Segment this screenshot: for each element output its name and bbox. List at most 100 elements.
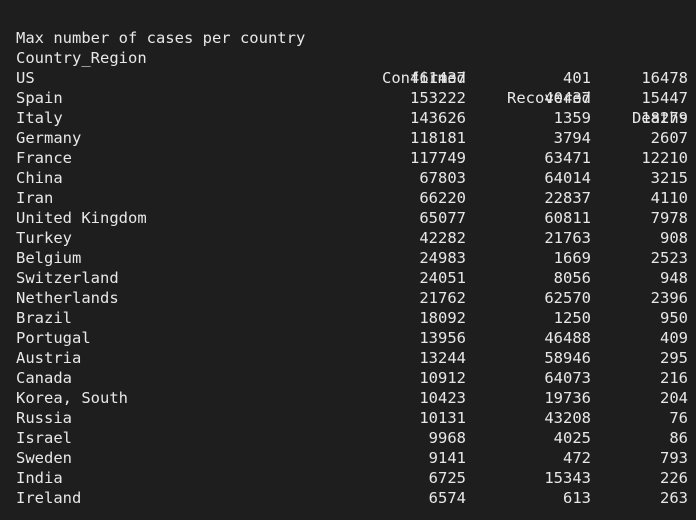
cell-confirmed: 13956	[419, 329, 466, 347]
table-row: China 67803 64014 3215	[16, 168, 688, 188]
cell-recovered: 613	[563, 489, 591, 507]
cell-country: Netherlands	[16, 289, 119, 307]
cell-deaths: 18279	[641, 109, 688, 127]
cell-confirmed: 118181	[410, 129, 466, 147]
cell-deaths: 295	[660, 349, 688, 367]
column-header-recovered: Recovered	[507, 89, 591, 107]
table-row: Germany 118181 3794 2607	[16, 128, 688, 148]
cell-recovered: 46488	[544, 329, 591, 347]
cell-confirmed: 24051	[419, 269, 466, 287]
cell-deaths: 7978	[650, 209, 688, 227]
cell-country: Israel	[16, 429, 72, 447]
cell-deaths: 226	[660, 469, 688, 487]
cell-country: United Kingdom	[16, 209, 147, 227]
cell-recovered: 43208	[544, 409, 591, 427]
cell-deaths: 16478	[641, 69, 688, 87]
cell-country: France	[16, 149, 72, 167]
cell-recovered: 401	[563, 69, 591, 87]
table-row: Switzerland 24051 8056 948	[16, 268, 688, 288]
cell-confirmed: 65077	[419, 209, 466, 227]
cell-recovered: 3794	[553, 129, 591, 147]
cell-country: Turkey	[16, 229, 72, 247]
cell-recovered: 15343	[544, 469, 591, 487]
table-row: US 461437 401 16478	[16, 68, 688, 88]
table-row: Austria 13244 58946 295	[16, 348, 688, 368]
cell-recovered: 63471	[544, 149, 591, 167]
table-row: Canada 10912 64073 216	[16, 368, 688, 388]
cell-deaths: 948	[660, 269, 688, 287]
cell-deaths: 2607	[650, 129, 688, 147]
cell-confirmed: 66220	[419, 189, 466, 207]
cell-country: Belgium	[16, 249, 82, 267]
cell-confirmed: 143626	[410, 109, 466, 127]
cell-country: Korea, South	[16, 389, 128, 407]
cell-recovered: 62570	[544, 289, 591, 307]
cell-recovered: 4025	[553, 429, 591, 447]
cell-deaths: 908	[660, 229, 688, 247]
cell-deaths: 3215	[650, 169, 688, 187]
cell-recovered: 472	[563, 449, 591, 467]
cell-deaths: 409	[660, 329, 688, 347]
table-row: Brazil 18092 1250 950	[16, 308, 688, 328]
header-separator: -------------------------------- -------…	[16, 48, 688, 68]
cell-country: Germany	[16, 129, 82, 147]
cell-deaths: 86	[669, 429, 688, 447]
output-title: Max number of cases per country	[16, 8, 688, 47]
cell-confirmed: 6574	[428, 489, 466, 507]
cell-deaths: 2523	[650, 249, 688, 267]
cell-recovered: 40437	[544, 89, 591, 107]
table-row: Ireland 6574 613 263	[16, 488, 688, 508]
title-text: Max number of cases per country	[16, 29, 306, 47]
cell-deaths: 15447	[641, 89, 688, 107]
cell-recovered: 60811	[544, 209, 591, 227]
table-row: Portugal 13956 46488 409	[16, 328, 688, 348]
cell-confirmed: 10423	[419, 389, 466, 407]
cell-recovered: 64073	[544, 369, 591, 387]
cell-deaths: 263	[660, 489, 688, 507]
cell-country: Spain	[16, 89, 63, 107]
table-row: Russia 10131 43208 76	[16, 408, 688, 428]
cell-deaths: 216	[660, 369, 688, 387]
table-row: Korea, South 10423 19736 204	[16, 388, 688, 408]
cell-country: Switzerland	[16, 269, 119, 287]
table-row: Israel 9968 4025 86	[16, 428, 688, 448]
cell-country: Russia	[16, 409, 72, 427]
cell-country: China	[16, 169, 63, 187]
cell-confirmed: 67803	[419, 169, 466, 187]
cell-deaths: 204	[660, 389, 688, 407]
cell-country: Italy	[16, 109, 63, 127]
table-row: United Kingdom 65077 60811 7978	[16, 208, 688, 228]
cell-country: Portugal	[16, 329, 91, 347]
cell-confirmed: 153222	[410, 89, 466, 107]
cell-recovered: 1359	[553, 109, 591, 127]
table-row: France 117749 63471 12210	[16, 148, 688, 168]
cell-confirmed: 24983	[419, 249, 466, 267]
column-header-country: Country_Region	[16, 49, 147, 67]
table-row: Italy 143626 1359 18279	[16, 108, 688, 128]
cell-country: India	[16, 469, 63, 487]
table-row: Spain 153222 40437 15447	[16, 88, 688, 108]
cell-confirmed: 9141	[428, 449, 466, 467]
table-row: Turkey 42282 21763 908	[16, 228, 688, 248]
cell-confirmed: 42282	[419, 229, 466, 247]
table-row: India 6725 15343 226	[16, 468, 688, 488]
table-row: Sweden 9141 472 793	[16, 448, 688, 468]
cell-recovered: 19736	[544, 389, 591, 407]
cell-deaths: 12210	[641, 149, 688, 167]
table-row: Belgium 24983 1669 2523	[16, 248, 688, 268]
cell-country: Iran	[16, 189, 54, 207]
cell-confirmed: 6725	[428, 469, 466, 487]
cell-country: Canada	[16, 369, 72, 387]
cell-confirmed: 10912	[419, 369, 466, 387]
cell-country: Sweden	[16, 449, 72, 467]
cell-recovered: 22837	[544, 189, 591, 207]
cell-recovered: 1669	[553, 249, 591, 267]
table-body: US 461437 401 16478 Spain 153222 40437 15447 I…	[16, 68, 688, 508]
cell-recovered: 21763	[544, 229, 591, 247]
cell-deaths: 4110	[650, 189, 688, 207]
cell-recovered: 64014	[544, 169, 591, 187]
cell-confirmed: 13244	[419, 349, 466, 367]
cell-confirmed: 117749	[410, 149, 466, 167]
column-header-deaths: Deaths	[632, 109, 688, 127]
cell-confirmed: 9968	[428, 429, 466, 447]
